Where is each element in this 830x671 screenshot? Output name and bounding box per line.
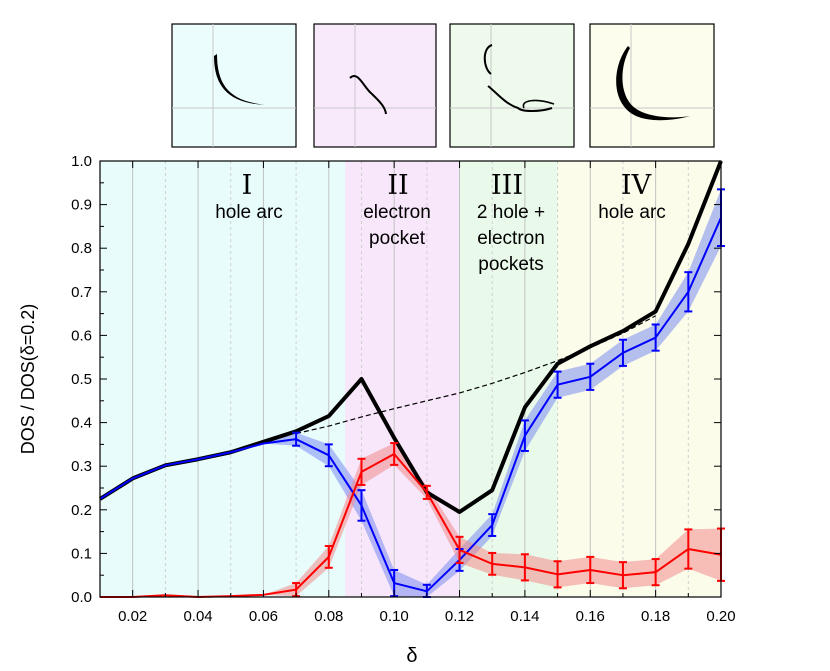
series-4-errorbar	[618, 561, 627, 590]
region-background-1	[100, 161, 346, 597]
y-tick-label: 0.5	[71, 371, 92, 388]
series-3-errorbar	[520, 419, 529, 452]
region-background-3	[459, 161, 558, 597]
x-tick-label: 0.12	[445, 608, 474, 625]
series-3-errorbar	[324, 443, 333, 468]
series-4-errorbar	[684, 528, 693, 570]
hole-arc-shape	[214, 54, 268, 105]
x-tick-label: 0.20	[706, 608, 735, 625]
series-4-errorbar	[324, 544, 333, 569]
region-numeral-3: III	[491, 170, 523, 201]
region-description-3: electron	[477, 228, 545, 249]
series-3-errorbar	[292, 431, 301, 447]
y-tick-label: 0.6	[71, 327, 92, 344]
x-tick-label: 0.06	[249, 608, 278, 625]
series-3-errorbar	[618, 338, 627, 367]
series-4-errorbar	[488, 551, 497, 576]
region-description-1: hole arc	[215, 202, 283, 223]
y-tick-label: 0.2	[71, 502, 92, 519]
electron-pocket-shape	[349, 75, 387, 115]
hole-pocket-shape-2	[522, 99, 555, 109]
inset-region-3	[449, 23, 575, 148]
region-description-2: electron	[363, 202, 431, 223]
y-axis-title: DOS / DOS(δ=0.2)	[18, 304, 38, 455]
series-4-errorbar	[357, 457, 366, 486]
x-tick-label: 0.18	[641, 608, 670, 625]
inset-region-4	[589, 23, 715, 148]
x-tick-label: 0.08	[314, 608, 343, 625]
series-3-errorbar	[553, 370, 562, 399]
series-3-line	[99, 217, 722, 593]
series-3-errorbar	[586, 362, 595, 391]
electron-pocket-shape-2	[487, 85, 553, 112]
y-tick-label: 1.0	[71, 153, 92, 170]
series-3-errorbar	[488, 513, 497, 537]
inset-region-2	[313, 23, 437, 148]
y-tick-label: 0.4	[71, 415, 92, 432]
region-description-3: 2 hole +	[477, 202, 545, 223]
fermi-surface-insets	[171, 23, 715, 148]
x-tick-label: 0.02	[118, 608, 147, 625]
y-tick-label: 0.9	[71, 197, 92, 214]
hole-arc-shape-2	[616, 46, 690, 121]
y-tick-label: 0.1	[71, 545, 92, 562]
region-numeral-2: II	[387, 170, 408, 201]
hole-pocket-shape	[483, 44, 493, 75]
series-4-errorbar	[520, 553, 529, 582]
region-description-3: pockets	[478, 254, 543, 275]
series-4-errorbar	[651, 558, 660, 587]
x-tick-label: 0.14	[510, 608, 539, 625]
region-description-2: pocket	[369, 228, 426, 249]
region-description-4: hole arc	[598, 202, 666, 223]
inset-region-1	[171, 23, 297, 148]
x-axis-title: δ	[406, 645, 417, 667]
series-4-errorbar	[586, 555, 595, 585]
series-4-errorbar	[390, 442, 399, 466]
phase-region-backgrounds	[100, 161, 721, 597]
axes: 0.0 0.1 0.2 0.3 0.4 0.5 0.6 0.7 0.8 0.9 1.0 0.02 0.0…	[71, 153, 735, 625]
series-3-errorbar	[651, 323, 660, 352]
series-4-errorbar	[455, 535, 464, 564]
y-tick-label: 0.7	[71, 284, 92, 301]
x-tick-label: 0.16	[576, 608, 605, 625]
y-tick-label: 0.8	[71, 240, 92, 257]
region-numeral-1: I	[242, 170, 253, 201]
series-4-errorbar	[553, 560, 562, 589]
y-tick-label: 0.3	[71, 458, 92, 475]
x-tick-label: 0.04	[183, 608, 212, 625]
series-3-errorbar	[684, 271, 693, 313]
y-tick-label: 0.0	[71, 589, 92, 606]
region-numeral-4: IV	[621, 170, 652, 201]
series-4-errorbar	[422, 484, 431, 500]
series-2-line	[295, 315, 656, 435]
x-tick-label: 0.10	[380, 608, 409, 625]
series-3-errorbar	[357, 489, 366, 522]
